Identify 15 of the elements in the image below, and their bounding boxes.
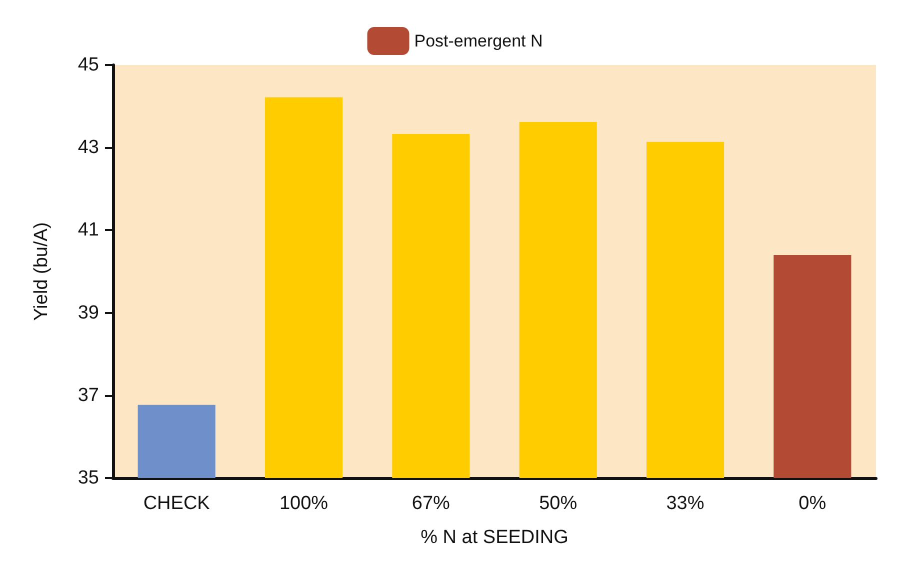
y-tick-label: 41	[78, 220, 99, 241]
x-tick-label: 33%	[666, 493, 704, 514]
y-tick-label: 39	[78, 302, 99, 324]
legend-label: Post-emergent N	[414, 32, 543, 50]
y-tick-label: 43	[78, 137, 99, 158]
x-tick-label: 50%	[539, 493, 578, 514]
x-tick-label: 100%	[279, 493, 328, 514]
x-axis-title: % N at SEEDING	[420, 527, 568, 548]
x-tick-label: CHECK	[143, 493, 210, 514]
y-tick-label: 35	[78, 468, 99, 488]
x-tick-label: 67%	[412, 493, 450, 514]
x-tick-label: 0%	[798, 493, 826, 514]
y-tick-label: 37	[78, 384, 99, 406]
y-axis-title: Yield (bu/A)	[31, 222, 52, 321]
y-tick-label: 45	[78, 54, 99, 76]
